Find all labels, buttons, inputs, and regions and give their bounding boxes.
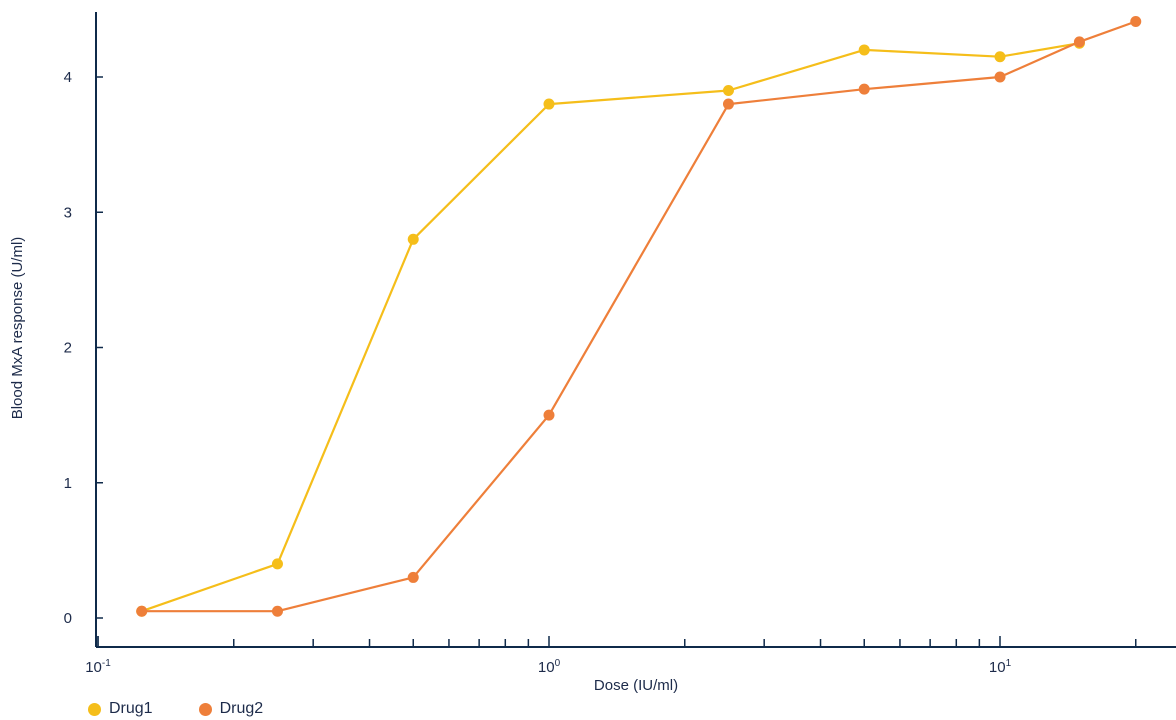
- x-tick-label: 10-1: [85, 658, 111, 676]
- y-tick-label: 2: [64, 340, 72, 357]
- legend-item-drug2: Drug2: [198, 700, 264, 718]
- axes: 0 1 2 3 4 10-1 100 101: [64, 12, 1176, 676]
- x-axis-title: Dose (IU/ml): [594, 677, 678, 694]
- data-point-drug1: [407, 233, 419, 245]
- y-tick-label: 0: [64, 610, 72, 627]
- data-point-drug1: [994, 51, 1006, 63]
- series-line-drug2: [141, 20, 1137, 613]
- y-tick-label: 4: [64, 69, 72, 86]
- data-point-drug2: [1130, 16, 1142, 28]
- data-point-drug1: [722, 85, 734, 97]
- y-tick-label: 1: [64, 475, 72, 492]
- y-axis-title: Blood MxA response (U/ml): [9, 237, 26, 420]
- data-point-drug2: [271, 605, 283, 617]
- data-point-drug2: [1073, 36, 1085, 48]
- data-point-drug2: [407, 571, 419, 583]
- series-layer: [136, 16, 1142, 617]
- data-point-drug2: [543, 409, 555, 421]
- legend-label-drug1: Drug1: [109, 700, 153, 717]
- series-line-drug1: [141, 42, 1080, 613]
- legend-swatch-drug1: [88, 702, 101, 716]
- y-tick-label: 3: [64, 204, 72, 221]
- legend: Drug1 Drug2: [88, 700, 309, 718]
- x-tick-label: 101: [989, 658, 1012, 676]
- data-point-drug2: [722, 98, 734, 110]
- data-point-drug2: [858, 83, 870, 95]
- data-point-drug2: [994, 71, 1006, 83]
- legend-item-drug1: Drug1: [88, 700, 153, 718]
- data-point-drug2: [136, 605, 148, 617]
- data-point-drug1: [271, 558, 283, 570]
- legend-label-drug2: Drug2: [219, 700, 264, 717]
- x-tick-label: 100: [538, 658, 561, 676]
- data-point-drug1: [543, 98, 555, 110]
- data-point-drug1: [858, 44, 870, 56]
- legend-swatch-drug2: [198, 702, 212, 716]
